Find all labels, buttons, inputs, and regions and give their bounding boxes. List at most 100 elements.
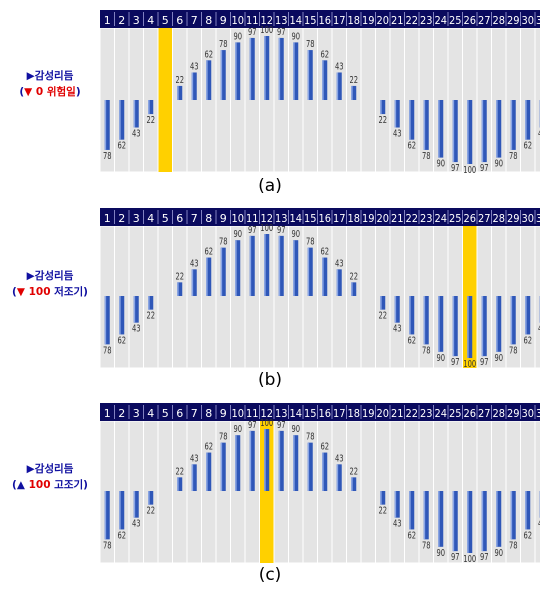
bar-b-day-30 <box>525 296 531 335</box>
biorhythm-chart-c: 1 2 3 4 5 6 7 8 9 10 11 12 13 14 15 16 17 18 19 20 21 22 23 24 2… <box>99 403 540 565</box>
bar-b-day-21 <box>394 296 400 323</box>
day-tick-label-a-12: 12 <box>261 14 274 27</box>
bar-a-day-27 <box>481 100 487 163</box>
bar-c-day-25 <box>452 491 458 552</box>
day-tick-label-b-6: 6 <box>176 212 183 225</box>
bar-a-day-9 <box>220 50 226 100</box>
day-tick-label-a-19: 19 <box>362 14 375 27</box>
day-tick-label-a-18: 18 <box>348 14 361 27</box>
value-label-b-day-8: 62 <box>204 247 213 258</box>
bar-a-day-28 <box>496 100 502 158</box>
grid-cell-c-31 <box>534 420 540 564</box>
value-label-b-day-21: 43 <box>393 324 402 335</box>
bar-b-day-25 <box>452 296 458 357</box>
day-tick-label-b-23: 23 <box>420 212 433 225</box>
value-label-b-day-6: 22 <box>175 271 184 282</box>
day-tick-label-a-5: 5 <box>162 14 169 27</box>
bar-shine-c-day-16 <box>322 452 324 491</box>
bar-shine-c-day-24 <box>438 491 440 547</box>
grid-cell-b-31 <box>534 225 540 369</box>
value-label-a-day-6: 22 <box>175 75 184 86</box>
value-label-a-day-10: 90 <box>233 31 242 42</box>
rhythm-status-a: (▼ 0 위험일) <box>19 86 81 98</box>
bar-shine-b-day-4 <box>148 296 150 310</box>
bar-shine-b-day-12 <box>264 234 266 296</box>
value-label-a-day-30: 62 <box>523 141 532 152</box>
bar-c-day-2 <box>119 491 125 530</box>
bar-shine-b-day-29 <box>510 296 513 345</box>
day-tick-label-c-26: 26 <box>464 407 477 420</box>
bar-shine-c-day-22 <box>409 491 411 530</box>
rhythm-legend-a: ▶감성리듬 (▼ 0 위험일) <box>4 68 96 100</box>
bar-a-day-17 <box>336 72 342 100</box>
status-marker-b: ▼ <box>16 286 25 298</box>
bar-shine-c-day-20 <box>380 491 382 505</box>
value-label-b-day-28: 90 <box>494 353 503 364</box>
day-tick-label-b-17: 17 <box>333 212 346 225</box>
day-tick-label-b-31: 31 <box>536 212 540 225</box>
value-label-a-day-12: 100 <box>260 25 273 36</box>
bar-shine-b-day-18 <box>351 282 353 296</box>
bar-c-day-17 <box>336 464 342 491</box>
bar-shine-c-day-14 <box>293 435 295 491</box>
day-tick-label-a-31: 31 <box>536 14 540 27</box>
bar-shine-c-day-12 <box>264 429 266 491</box>
day-tick-label-c-17: 17 <box>333 407 346 420</box>
bar-a-day-29 <box>510 100 516 150</box>
bar-shine-c-day-17 <box>336 464 339 491</box>
bar-shine-b-day-3 <box>133 296 136 323</box>
caption-c: (c) <box>258 565 282 585</box>
bar-c-day-6 <box>177 477 183 491</box>
day-tick-label-a-2: 2 <box>118 14 125 27</box>
bar-b-day-7 <box>191 269 197 296</box>
bar-a-day-15 <box>307 50 313 100</box>
day-tick-label-b-4: 4 <box>147 212 154 225</box>
value-label-c-day-12: 100 <box>260 418 273 429</box>
grid-cell-a-19 <box>360 27 376 173</box>
bar-c-day-29 <box>510 491 516 540</box>
day-header-row-b <box>100 208 540 226</box>
value-label-c-day-10: 90 <box>233 424 242 435</box>
bar-c-day-8 <box>206 452 212 491</box>
grid-cell-c-6 <box>172 420 188 564</box>
value-label-c-day-11: 97 <box>248 420 257 431</box>
value-label-b-day-9: 78 <box>219 237 228 248</box>
bar-b-day-28 <box>496 296 502 352</box>
day-tick-label-c-21: 21 <box>391 407 404 420</box>
bar-shine-a-day-23 <box>423 100 426 150</box>
value-label-c-day-29: 78 <box>509 540 518 551</box>
bar-c-day-28 <box>496 491 502 547</box>
day-tick-label-c-6: 6 <box>176 407 183 420</box>
value-label-a-day-11: 97 <box>248 27 257 38</box>
bar-c-day-14 <box>293 435 299 491</box>
rhythm-legend-b: ▶감성리듬 (▼ 100 저조기) <box>4 268 96 300</box>
value-label-b-day-15: 78 <box>306 237 315 248</box>
bar-b-day-2 <box>119 296 125 335</box>
day-tick-label-c-14: 14 <box>290 407 303 420</box>
bar-shine-c-day-2 <box>119 491 121 530</box>
value-label-b-day-24: 90 <box>436 353 445 364</box>
bar-shine-c-day-25 <box>452 491 455 552</box>
day-tick-label-b-21: 21 <box>391 212 404 225</box>
value-label-a-day-31: 43 <box>538 129 540 140</box>
bar-c-day-13 <box>278 430 284 491</box>
value-label-a-day-23: 78 <box>422 151 431 162</box>
value-label-c-day-20: 22 <box>378 506 387 517</box>
value-label-b-day-14: 90 <box>291 229 300 240</box>
grid-cell-c-18 <box>346 420 362 564</box>
day-tick-label-b-27: 27 <box>478 212 491 225</box>
bar-shine-c-day-21 <box>394 491 397 518</box>
day-tick-label-c-11: 11 <box>246 407 259 420</box>
day-tick-label-b-24: 24 <box>435 212 448 225</box>
bar-shine-b-day-13 <box>278 235 281 296</box>
bar-c-day-24 <box>438 491 444 547</box>
bar-c-day-3 <box>133 491 139 518</box>
value-label-b-day-1: 78 <box>103 345 112 356</box>
bar-a-day-26 <box>467 100 473 164</box>
bar-b-day-24 <box>438 296 444 352</box>
value-label-c-day-8: 62 <box>204 442 213 453</box>
bar-a-day-8 <box>206 60 212 100</box>
value-label-c-day-26: 100 <box>463 554 476 565</box>
grid-cell-b-6 <box>172 225 188 369</box>
bar-shine-b-day-9 <box>220 247 223 296</box>
